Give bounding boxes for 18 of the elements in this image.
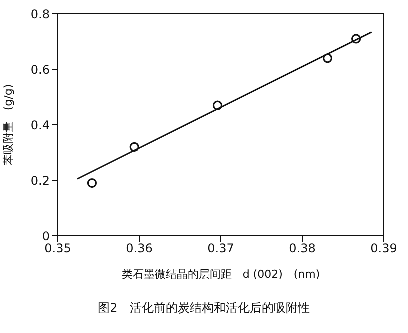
y-tick-label: 0.2: [30, 174, 50, 188]
point: [130, 142, 140, 152]
x-tick-label: 0.37: [208, 242, 234, 256]
y-axis-title: 苯吸附量 (g/g): [2, 84, 15, 166]
y-tick-label: 0.6: [30, 62, 50, 77]
x-tick-label: 0.35: [44, 242, 72, 256]
point: [322, 54, 333, 64]
x-tick-label: 0.36: [126, 242, 153, 256]
x-tick-label: 0.39: [370, 242, 398, 256]
x-tick-label: 0.38: [289, 242, 316, 256]
y-tick-label: 0.8: [30, 7, 50, 22]
y-tick-label: 0.4: [30, 118, 50, 132]
y-tick-label: 0: [42, 229, 50, 244]
point: [87, 178, 98, 188]
x-axis-title: 类石墨微结晶的层间距 d (002) (nm): [122, 268, 320, 281]
point: [212, 100, 223, 110]
point: [351, 34, 362, 44]
text: 图2 活化前的炭结构和活化后的吸附性: [97, 300, 311, 317]
